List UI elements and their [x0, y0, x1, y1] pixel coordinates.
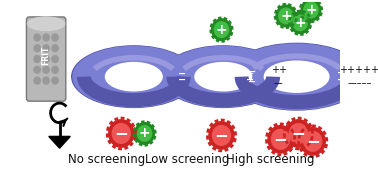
Circle shape — [290, 124, 307, 143]
Circle shape — [52, 77, 58, 84]
Text: +: + — [294, 16, 306, 30]
Text: −: − — [114, 124, 128, 142]
Circle shape — [212, 19, 231, 40]
Circle shape — [276, 5, 296, 27]
Circle shape — [214, 22, 229, 37]
Text: −: − — [178, 69, 186, 79]
FancyBboxPatch shape — [26, 17, 66, 101]
Circle shape — [279, 8, 293, 24]
Circle shape — [52, 45, 58, 52]
Circle shape — [52, 56, 58, 62]
Circle shape — [52, 66, 58, 73]
Text: +: + — [305, 3, 317, 17]
Circle shape — [34, 66, 40, 73]
Text: −: − — [306, 132, 320, 150]
Text: Low screening: Low screening — [145, 153, 229, 166]
Text: −: − — [337, 75, 345, 85]
Text: FRIT: FRIT — [42, 45, 51, 65]
Text: −: − — [248, 67, 257, 77]
Circle shape — [286, 120, 311, 147]
Ellipse shape — [163, 46, 284, 107]
Text: High screening: High screening — [226, 153, 314, 166]
Circle shape — [43, 77, 49, 84]
Circle shape — [304, 131, 322, 151]
Circle shape — [301, 0, 321, 21]
Ellipse shape — [264, 61, 329, 92]
Circle shape — [209, 122, 234, 149]
Circle shape — [271, 130, 290, 149]
Text: No screening: No screening — [68, 153, 145, 166]
Circle shape — [34, 34, 40, 41]
Text: +: + — [139, 127, 150, 140]
Circle shape — [300, 128, 325, 155]
Text: −: − — [178, 75, 186, 85]
Circle shape — [212, 125, 231, 145]
Circle shape — [290, 12, 310, 34]
Circle shape — [304, 2, 318, 18]
Circle shape — [43, 45, 49, 52]
Polygon shape — [49, 136, 70, 148]
Ellipse shape — [228, 43, 365, 110]
Text: −: − — [248, 77, 257, 87]
Circle shape — [43, 34, 49, 41]
Circle shape — [112, 124, 130, 143]
Text: +: + — [280, 9, 292, 23]
Ellipse shape — [72, 46, 196, 107]
Text: −: − — [246, 75, 254, 85]
Ellipse shape — [73, 46, 195, 107]
Circle shape — [52, 34, 58, 41]
Circle shape — [34, 77, 40, 84]
Circle shape — [268, 126, 293, 153]
Circle shape — [34, 45, 40, 52]
Circle shape — [109, 120, 134, 147]
Circle shape — [135, 123, 154, 144]
Text: −: − — [274, 130, 287, 148]
Circle shape — [43, 66, 49, 73]
Ellipse shape — [105, 62, 162, 91]
Ellipse shape — [161, 46, 285, 107]
Text: −: − — [291, 124, 305, 142]
Text: −: − — [337, 68, 345, 78]
Text: −: − — [215, 126, 228, 144]
Text: −: − — [291, 79, 299, 89]
Text: ++
––: ++ –– — [271, 65, 287, 88]
Text: −: − — [291, 65, 299, 75]
Circle shape — [293, 15, 307, 31]
Circle shape — [34, 56, 40, 62]
Ellipse shape — [27, 17, 65, 31]
Ellipse shape — [195, 62, 252, 91]
Text: +++++
–––––: +++++ ––––– — [339, 65, 378, 88]
Ellipse shape — [229, 44, 364, 109]
Circle shape — [43, 56, 49, 62]
Text: −: − — [246, 68, 254, 78]
Text: +: + — [216, 23, 227, 37]
Circle shape — [138, 126, 152, 141]
